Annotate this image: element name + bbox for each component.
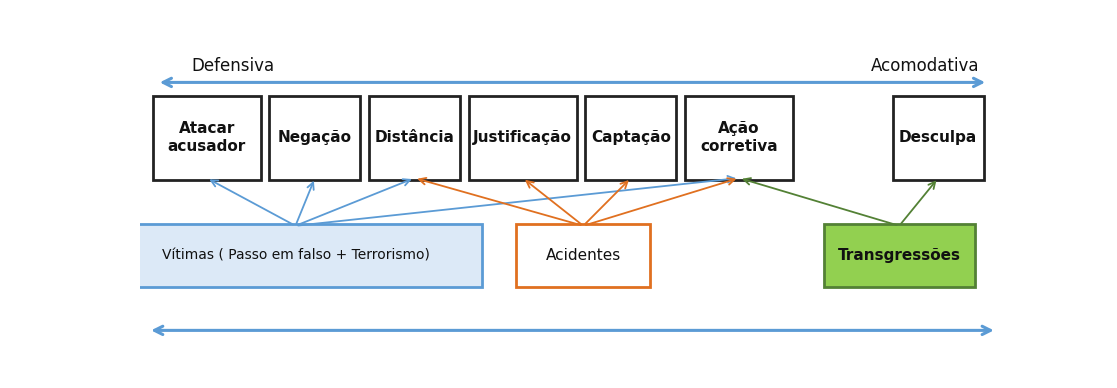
Text: Vítimas ( Passo em falso + Terrorismo): Vítimas ( Passo em falso + Terrorismo): [162, 249, 429, 263]
Text: Defensiva: Defensiva: [192, 57, 275, 75]
FancyBboxPatch shape: [685, 96, 793, 180]
FancyBboxPatch shape: [369, 96, 460, 180]
FancyBboxPatch shape: [585, 96, 677, 180]
FancyBboxPatch shape: [892, 96, 984, 180]
Text: Negação: Negação: [278, 130, 352, 145]
Text: Captação: Captação: [591, 130, 671, 145]
Text: Atacar
acusador: Atacar acusador: [168, 121, 246, 154]
Text: Desculpa: Desculpa: [899, 130, 977, 145]
FancyBboxPatch shape: [516, 224, 650, 287]
Text: Acidentes: Acidentes: [546, 248, 621, 263]
FancyBboxPatch shape: [109, 224, 481, 287]
Text: Distância: Distância: [374, 130, 455, 145]
Text: Justificação: Justificação: [474, 130, 572, 145]
FancyBboxPatch shape: [823, 224, 975, 287]
Text: Acomodativa: Acomodativa: [871, 57, 980, 75]
FancyBboxPatch shape: [153, 96, 261, 180]
Text: Ação
corretiva: Ação corretiva: [700, 121, 777, 154]
FancyBboxPatch shape: [469, 96, 576, 180]
FancyBboxPatch shape: [269, 96, 361, 180]
Text: Transgressões: Transgressões: [838, 248, 961, 263]
